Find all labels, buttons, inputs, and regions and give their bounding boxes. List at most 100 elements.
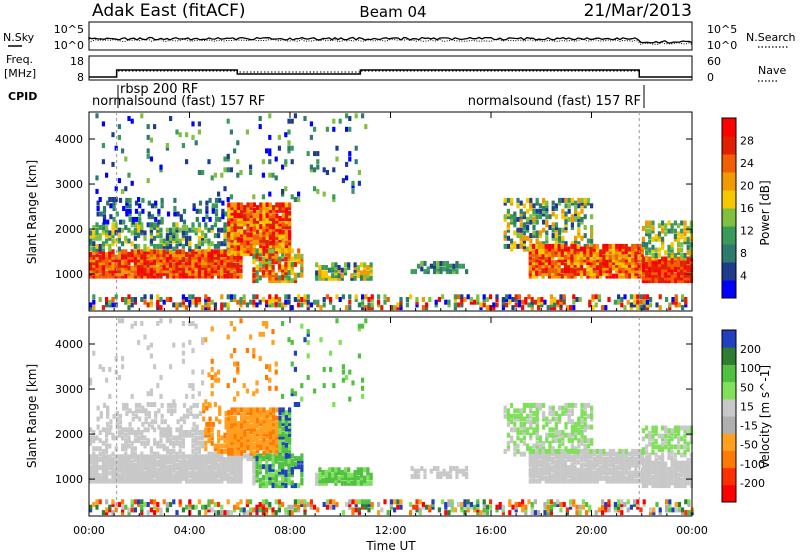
heatmap-cell xyxy=(633,294,637,300)
heatmap-cell xyxy=(227,434,231,440)
heatmap-cell xyxy=(111,262,115,268)
heatmap-cell xyxy=(564,411,568,416)
heatmap-cell xyxy=(563,462,568,468)
heatmap-cell xyxy=(226,294,230,300)
heatmap-cell xyxy=(111,435,115,441)
heatmap-cell xyxy=(506,211,510,217)
heatmap-cell xyxy=(144,416,148,422)
heatmap-cell xyxy=(275,415,279,421)
heatmap-cell xyxy=(205,214,209,220)
heatmap-cell xyxy=(143,249,147,255)
heatmap-cell xyxy=(233,437,237,443)
heatmap-cell xyxy=(574,451,578,457)
heatmap-cell xyxy=(213,243,217,249)
heatmap-cell xyxy=(101,465,105,471)
heatmap-cell xyxy=(197,459,201,465)
heatmap-cell xyxy=(281,275,285,281)
heatmap-cell xyxy=(469,297,473,302)
heatmap-cell xyxy=(204,297,208,302)
heatmap-cell xyxy=(252,412,256,418)
heatmap-cell xyxy=(634,246,638,252)
heatmap-cell xyxy=(105,427,109,433)
heatmap-cell xyxy=(567,413,571,419)
heatmap-cell xyxy=(233,202,237,208)
heatmap-cell xyxy=(165,457,169,462)
heatmap-cell xyxy=(589,268,593,274)
heatmap-cell xyxy=(664,433,668,439)
heatmap-cell xyxy=(673,469,677,475)
heatmap-cell xyxy=(313,151,317,157)
heatmap-cell xyxy=(105,299,109,305)
heatmap-cell xyxy=(657,252,661,258)
heatmap-cell xyxy=(181,225,185,230)
heatmap-cell xyxy=(686,457,690,463)
heatmap-cell xyxy=(165,438,169,444)
heatmap-cell xyxy=(627,457,632,462)
heatmap-cell xyxy=(105,254,109,260)
heatmap-cell xyxy=(147,200,151,206)
heatmap-cell xyxy=(201,265,205,271)
heatmap-cell xyxy=(137,430,141,435)
heatmap-cell xyxy=(535,262,539,268)
heatmap-cell xyxy=(262,221,266,227)
freq-tick-bottom: 8 xyxy=(77,71,84,84)
heatmap-cell xyxy=(651,228,655,234)
heatmap-cell xyxy=(551,206,555,211)
heatmap-cell xyxy=(631,252,635,257)
heatmap-cell xyxy=(476,299,480,305)
heatmap-cell xyxy=(284,243,288,248)
heatmap-cell xyxy=(677,302,681,308)
heatmap-cell xyxy=(531,268,536,274)
heatmap-cell xyxy=(108,243,112,249)
heatmap-cell xyxy=(130,241,134,247)
heatmap-cell xyxy=(133,430,137,435)
heatmap-cell xyxy=(641,449,645,455)
heatmap-cell xyxy=(240,434,244,440)
heatmap-cell xyxy=(641,236,645,242)
heatmap-cell xyxy=(149,459,153,465)
heatmap-cell xyxy=(522,440,526,446)
heatmap-cell xyxy=(185,297,189,302)
heatmap-cell xyxy=(127,470,131,476)
heatmap-cell xyxy=(576,246,580,252)
heatmap-cell xyxy=(538,208,542,214)
heatmap-cell xyxy=(197,435,201,441)
heatmap-cell xyxy=(242,299,246,305)
heatmap-cell xyxy=(284,132,288,138)
heatmap-cell xyxy=(156,225,160,230)
heatmap-cell xyxy=(624,265,628,271)
heatmap-cell xyxy=(657,267,661,273)
heatmap-cell xyxy=(188,462,192,468)
heatmap-cell xyxy=(204,265,208,271)
heatmap-cell xyxy=(259,245,263,251)
heatmap-cell xyxy=(227,450,231,456)
heatmap-cell xyxy=(689,252,693,258)
heatmap-cell xyxy=(428,297,432,302)
heatmap-cell xyxy=(637,252,641,257)
heatmap-cell xyxy=(262,240,266,246)
heatmap-cell xyxy=(95,246,99,252)
heatmap-cell xyxy=(121,475,125,481)
heatmap-cell xyxy=(510,402,514,408)
heatmap-cell xyxy=(175,235,179,241)
heatmap-cell xyxy=(510,413,514,419)
heatmap-cell xyxy=(194,230,198,236)
heatmap-cell xyxy=(130,446,134,452)
heatmap-cell xyxy=(574,206,578,211)
heatmap-cell xyxy=(433,466,437,471)
heatmap-cell xyxy=(149,249,153,255)
heatmap-cell xyxy=(281,305,285,311)
heatmap-cell xyxy=(648,433,652,439)
heatmap-cell xyxy=(594,294,598,300)
heatmap-cell xyxy=(268,202,272,208)
heatmap-cell xyxy=(572,294,576,300)
heatmap-cell xyxy=(252,275,256,281)
heatmap-cell xyxy=(226,467,230,473)
heatmap-cell xyxy=(111,470,115,476)
heatmap-cell xyxy=(535,254,539,260)
heatmap-cell xyxy=(654,457,658,463)
heatmap-cell xyxy=(137,254,141,260)
heatmap-cell xyxy=(265,237,269,243)
heatmap-cell xyxy=(271,302,275,308)
heatmap-cell xyxy=(284,453,288,459)
